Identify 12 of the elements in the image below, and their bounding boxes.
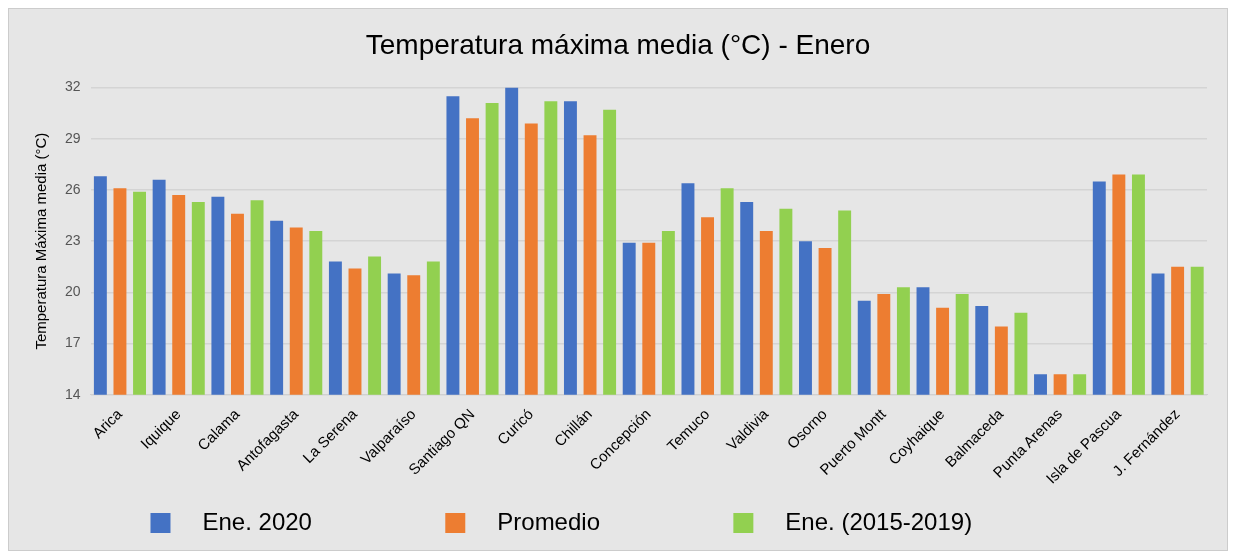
y-tick-label: 26 [64,180,81,197]
y-tick-label: 20 [64,283,81,300]
y-tick-label: 23 [64,232,81,249]
legend-label: Ene. 2020 [182,507,426,535]
legend-label: Ene. (2015-2019) [765,507,1086,535]
chart-title: Temperatura máxima media (°C) - Enero [365,28,871,60]
legend-label: Promedio [477,507,714,535]
y-tick-label: 14 [64,385,81,402]
y-tick-label: 29 [64,129,81,146]
y-axis-title: Temperatura Máxima media (°C) [32,132,50,350]
y-tick-label: 32 [64,78,81,95]
y-tick-label: 17 [64,334,81,351]
